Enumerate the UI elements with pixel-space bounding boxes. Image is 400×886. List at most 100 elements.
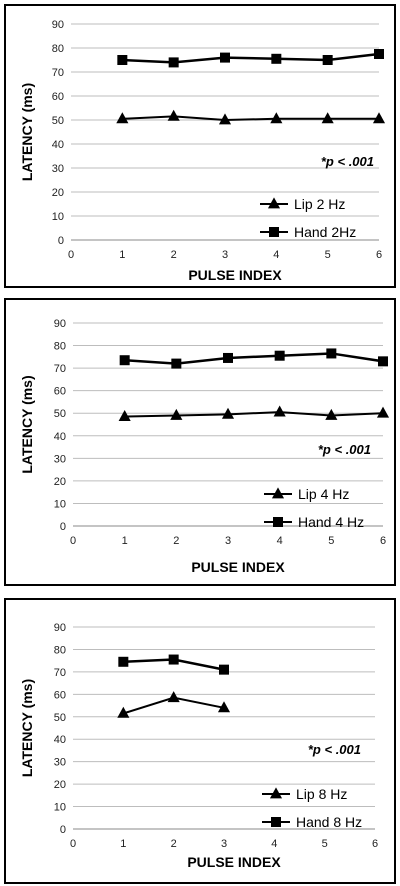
data-point-triangle xyxy=(325,408,338,420)
data-point-square xyxy=(274,350,285,361)
data-point-square xyxy=(269,227,279,237)
legend-label: Hand 4 Hz xyxy=(298,514,364,530)
y-axis-label: LATENCY (ms) xyxy=(19,83,35,181)
data-point-triangle xyxy=(117,706,130,718)
y-tick-label: 80 xyxy=(54,644,66,656)
series-line xyxy=(122,115,379,122)
x-axis-label: PULSE INDEX xyxy=(188,267,282,283)
x-tick-label: 2 xyxy=(171,249,177,261)
y-tick-label: 90 xyxy=(54,622,66,634)
data-point-triangle xyxy=(217,701,231,713)
y-tick-label: 30 xyxy=(52,163,64,175)
data-point-triangle xyxy=(170,408,183,420)
x-tick-label: 0 xyxy=(70,838,76,850)
data-point-triangle xyxy=(270,112,283,124)
y-tick-label: 30 xyxy=(54,757,66,769)
y-tick-label: 70 xyxy=(54,667,66,679)
chart-4hz: 0 10 20 30 40 50 60 70 80 90 0 1 2 3 4 5 6 PULSE INDEX LAT… xyxy=(19,318,390,575)
y-tick-label: 90 xyxy=(54,318,66,330)
y-tick-label: 50 xyxy=(54,408,66,420)
y-tick-label: 0 xyxy=(60,824,66,836)
data-point-square xyxy=(223,352,233,363)
x-tick-label: 6 xyxy=(376,249,382,261)
y-tick-label: 20 xyxy=(54,779,66,791)
chart-panel-8hz: 0 10 20 30 40 50 60 70 80 90 0 1 2 3 4 5 6 PULSE INDEX LAT… xyxy=(4,598,396,884)
data-point-square xyxy=(168,57,179,68)
data-point-triangle xyxy=(271,487,285,499)
data-point-square xyxy=(271,817,281,827)
x-tick-label: 5 xyxy=(322,838,328,850)
x-tick-label: 1 xyxy=(122,535,128,547)
significance-annotation: *p < .001 xyxy=(308,742,361,757)
data-point-square xyxy=(374,49,384,59)
x-tick-label: 3 xyxy=(222,249,228,261)
data-point-triangle xyxy=(269,787,283,799)
data-point-square xyxy=(118,656,129,667)
y-axis-label: LATENCY (ms) xyxy=(19,679,35,777)
y-tick-label: 30 xyxy=(54,453,66,465)
data-point-triangle xyxy=(321,112,334,124)
data-point-square xyxy=(271,53,282,64)
data-point-square xyxy=(119,355,130,366)
y-tick-label: 40 xyxy=(52,139,64,151)
x-tick-label: 6 xyxy=(372,838,378,850)
y-tick-label: 60 xyxy=(52,91,64,103)
significance-annotation: *p < .001 xyxy=(318,442,371,457)
chart-8hz: 0 10 20 30 40 50 60 70 80 90 0 1 2 3 4 5 6 PULSE INDEX LAT… xyxy=(19,622,378,870)
x-tick-label: 2 xyxy=(173,535,179,547)
x-tick-label: 3 xyxy=(221,838,227,850)
x-tick-label: 4 xyxy=(273,249,279,261)
x-axis-label: PULSE INDEX xyxy=(187,854,281,870)
y-tick-label: 10 xyxy=(54,802,66,814)
data-point-square xyxy=(273,517,283,527)
y-tick-label: 90 xyxy=(52,19,64,31)
x-axis-label: PULSE INDEX xyxy=(191,559,285,575)
y-tick-label: 50 xyxy=(54,712,66,724)
data-point-triangle xyxy=(116,112,129,124)
legend-label: Hand 2Hz xyxy=(294,224,356,240)
data-point-square xyxy=(326,348,337,359)
legend-label: Lip 4 Hz xyxy=(298,486,349,502)
x-tick-label: 4 xyxy=(271,838,277,850)
y-tick-label: 80 xyxy=(54,341,66,353)
x-tick-label: 1 xyxy=(119,249,125,261)
y-tick-label: 0 xyxy=(60,521,66,533)
y-tick-label: 40 xyxy=(54,431,66,443)
legend-label: Lip 2 Hz xyxy=(294,196,345,212)
y-tick-label: 80 xyxy=(52,43,64,55)
y-tick-label: 60 xyxy=(54,386,66,398)
x-tick-label: 4 xyxy=(277,535,283,547)
legend-label: Hand 8 Hz xyxy=(296,814,362,830)
data-point-triangle xyxy=(167,109,180,121)
chart-2hz: 0 10 20 30 40 50 60 70 80 90 0 1 2 3 4 5 6 PULSE INDEX LAT… xyxy=(19,19,386,283)
y-tick-label: 60 xyxy=(54,689,66,701)
data-point-triangle xyxy=(273,405,286,417)
data-point-square xyxy=(220,52,230,63)
data-point-square xyxy=(168,654,179,665)
data-point-triangle xyxy=(218,113,232,125)
series-line xyxy=(124,352,384,365)
data-point-triangle xyxy=(118,410,131,422)
data-point-square xyxy=(322,55,333,65)
data-point-triangle xyxy=(372,112,386,124)
y-tick-label: 70 xyxy=(52,67,64,79)
data-point-triangle xyxy=(167,691,180,703)
data-point-square xyxy=(117,55,128,65)
chart-panel-2hz: 0 10 20 30 40 50 60 70 80 90 0 1 2 3 4 5 6 PULSE INDEX LAT… xyxy=(4,4,396,288)
data-point-triangle xyxy=(221,407,235,419)
series-line xyxy=(122,52,380,64)
data-point-square xyxy=(219,664,229,675)
x-tick-label: 0 xyxy=(70,535,76,547)
data-point-square xyxy=(171,358,182,369)
data-point-triangle xyxy=(376,406,390,418)
y-axis-label: LATENCY (ms) xyxy=(19,375,35,473)
chart-panel-4hz: 0 10 20 30 40 50 60 70 80 90 0 1 2 3 4 5 6 PULSE INDEX LAT… xyxy=(4,298,396,586)
data-point-triangle xyxy=(267,197,281,209)
y-tick-label: 20 xyxy=(54,476,66,488)
series-line xyxy=(124,411,384,418)
y-tick-label: 70 xyxy=(54,363,66,375)
x-tick-label: 6 xyxy=(380,535,386,547)
y-tick-label: 20 xyxy=(52,187,64,199)
x-tick-label: 2 xyxy=(171,838,177,850)
y-tick-label: 10 xyxy=(54,498,66,510)
